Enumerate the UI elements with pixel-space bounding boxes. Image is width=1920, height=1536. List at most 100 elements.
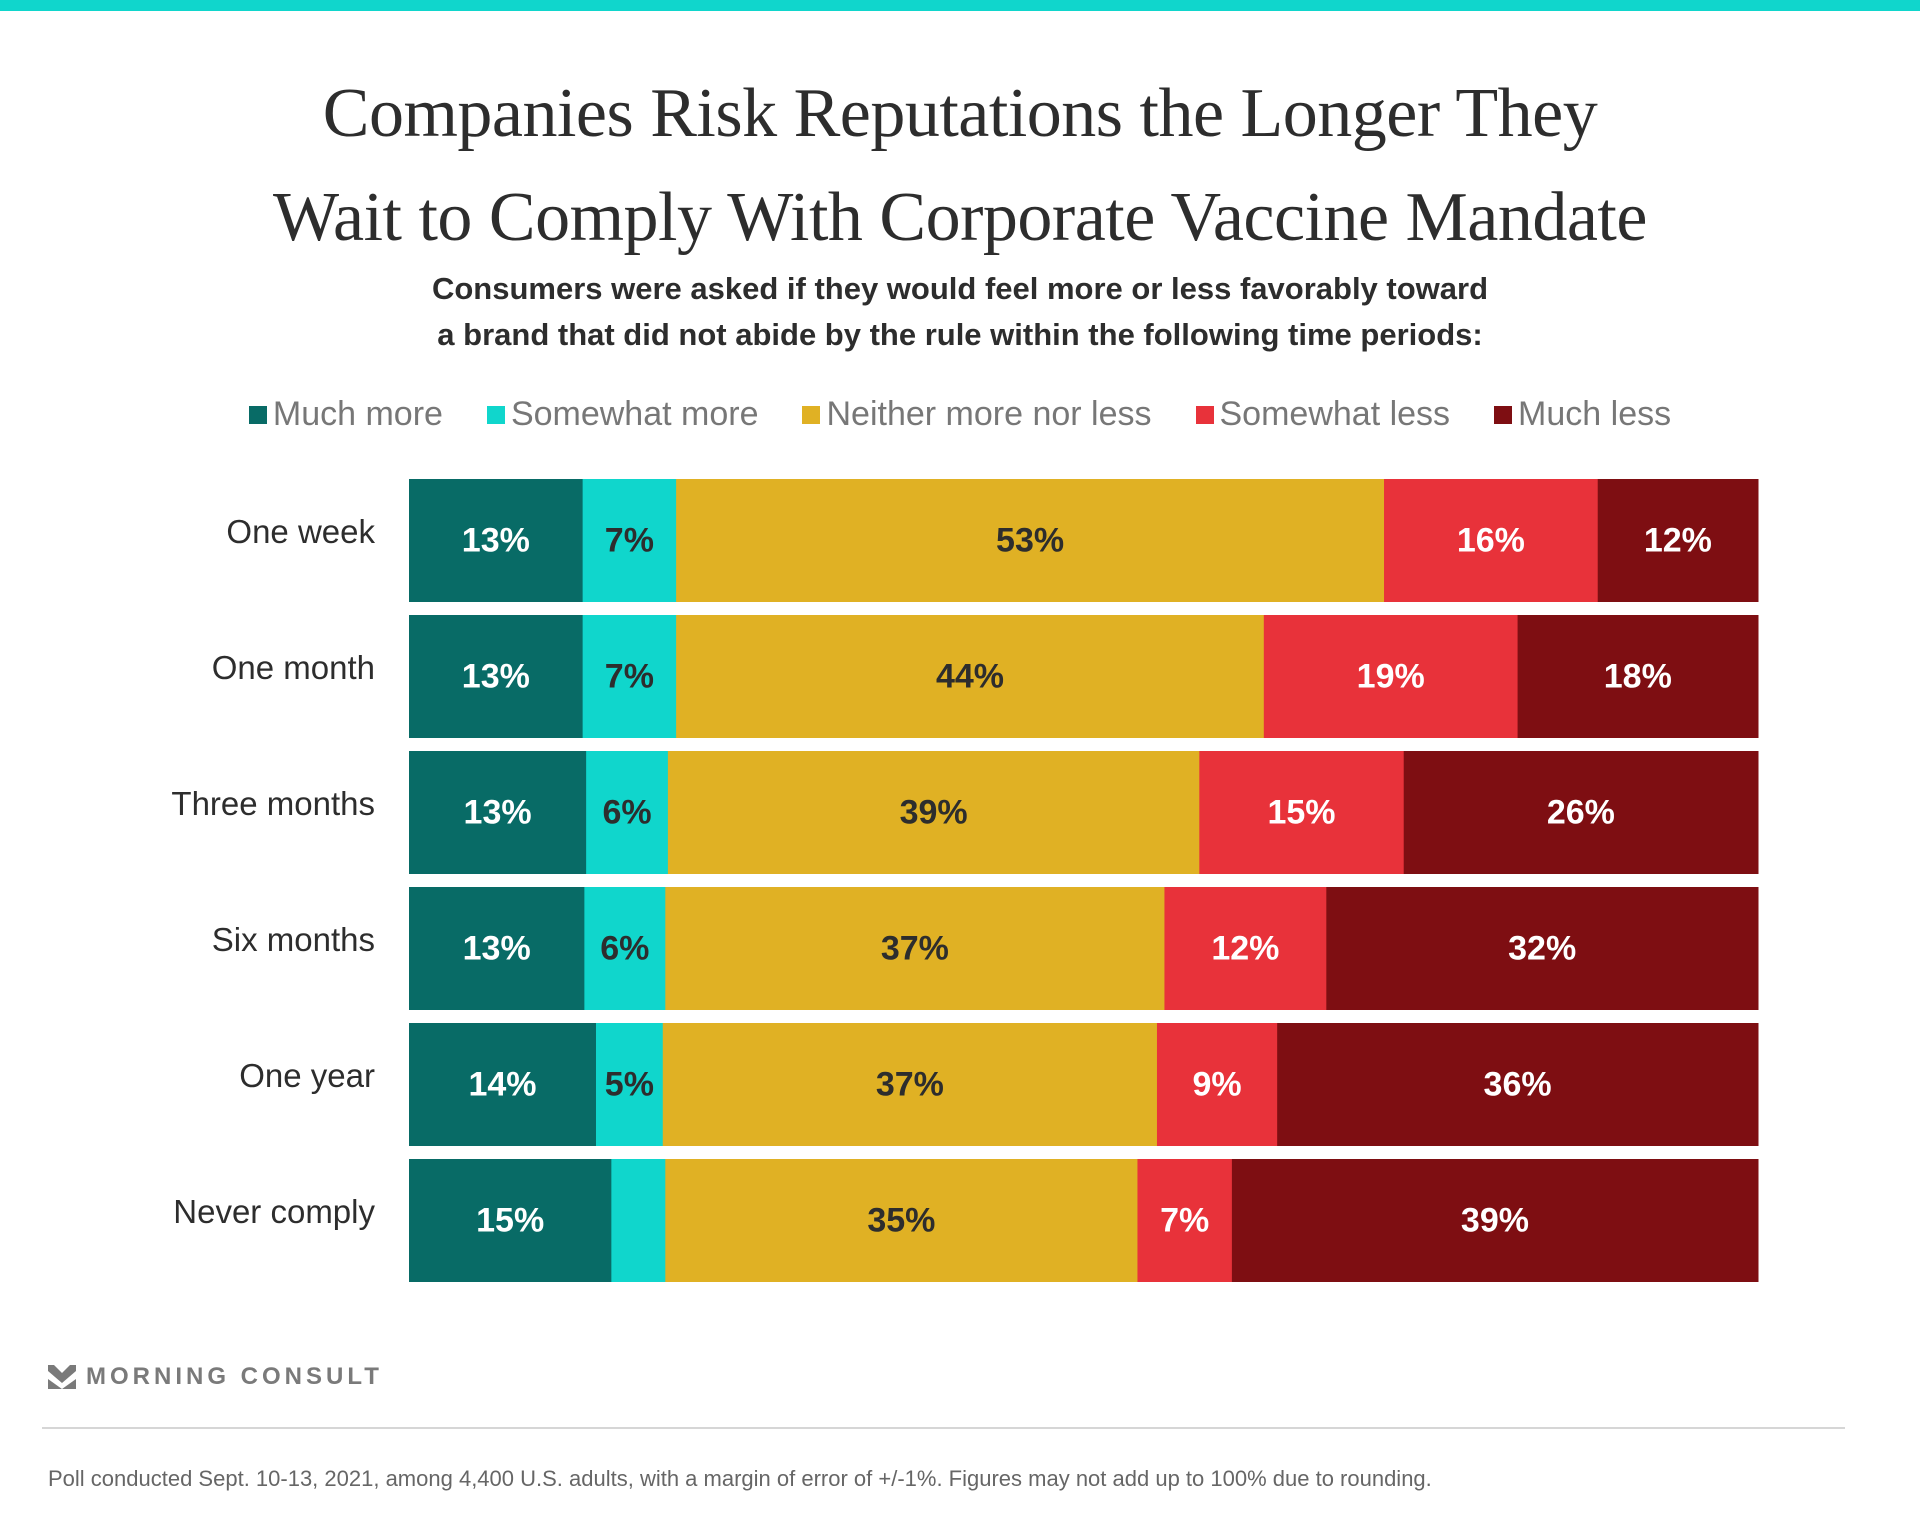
data-label: 9% xyxy=(1192,1065,1241,1103)
bar-segment xyxy=(409,751,587,874)
data-label: 13% xyxy=(462,657,530,695)
chart-subtitle-line-2: a brand that did not abide by the rule w… xyxy=(437,317,1483,352)
legend-item-much-more: Much more xyxy=(248,395,443,434)
data-label: 39% xyxy=(1461,1201,1529,1239)
data-label: 53% xyxy=(996,521,1064,559)
data-label: 15% xyxy=(1267,793,1335,831)
legend-item-somewhat-less: Somewhat less xyxy=(1195,395,1451,434)
bar-segment xyxy=(1156,1023,1278,1146)
bar-segment xyxy=(1326,887,1759,1010)
legend-label: Much less xyxy=(1518,395,1672,433)
bar-segment xyxy=(667,751,1200,874)
chart-subtitle: Consumers were asked if they would feel … xyxy=(0,266,1920,358)
data-label: 7% xyxy=(1160,1201,1209,1239)
data-label: 37% xyxy=(876,1065,944,1103)
data-label: 44% xyxy=(936,657,1004,695)
bar-segment xyxy=(584,887,666,1010)
category-label: Six months xyxy=(212,921,375,958)
bar-segment xyxy=(582,615,677,738)
data-label: 18% xyxy=(1604,657,1672,695)
category-label: Never comply xyxy=(173,1193,375,1230)
bar-segment xyxy=(665,1159,1138,1282)
data-label: 5% xyxy=(605,1065,654,1103)
morning-consult-logo: MORNING CONSULT xyxy=(48,1363,383,1391)
bar-segment xyxy=(1384,479,1599,602)
legend-label: Somewhat less xyxy=(1219,395,1451,433)
category-label: Three months xyxy=(171,785,375,822)
bar-segment xyxy=(586,751,669,874)
data-label: 26% xyxy=(1547,793,1615,831)
data-label: 19% xyxy=(1357,657,1425,695)
data-label: 6% xyxy=(602,793,651,831)
bar-segment xyxy=(409,479,584,602)
chart-legend: Much more Somewhat more Neither more nor… xyxy=(0,395,1920,434)
bar-segment xyxy=(409,1159,612,1282)
footnote: Poll conducted Sept. 10-13, 2021, among … xyxy=(48,1466,1432,1491)
legend-swatch xyxy=(802,405,821,424)
bar-segment xyxy=(665,887,1165,1010)
data-label: 13% xyxy=(464,793,532,831)
bar-segment xyxy=(409,1023,597,1146)
category-label: One month xyxy=(212,649,375,686)
legend-item-much-less: Much less xyxy=(1494,395,1671,434)
bar-segment xyxy=(1597,479,1759,602)
bar-segment xyxy=(1263,615,1519,738)
data-label: 37% xyxy=(881,929,949,967)
data-label: 35% xyxy=(867,1201,935,1239)
data-label: 7% xyxy=(605,521,654,559)
bar-segment xyxy=(409,615,584,738)
data-label: 36% xyxy=(1484,1065,1552,1103)
bar-row: One week 13% 7% 53% 16% 12% xyxy=(226,479,1759,602)
data-label: 13% xyxy=(462,521,530,559)
legend-swatch xyxy=(248,405,267,424)
legend-swatch xyxy=(486,405,505,424)
bar-segment xyxy=(1199,751,1405,874)
data-label: 12% xyxy=(1211,929,1279,967)
bar-segment xyxy=(582,479,677,602)
data-label: 12% xyxy=(1644,521,1712,559)
category-label: One week xyxy=(226,513,375,550)
bar-segment xyxy=(1277,1023,1759,1146)
bar-segment xyxy=(676,615,1265,738)
bar-segment xyxy=(662,1023,1158,1146)
data-label: 15% xyxy=(476,1201,544,1239)
data-label: 32% xyxy=(1508,929,1576,967)
bar-segment xyxy=(1231,1159,1759,1282)
legend-label: Much more xyxy=(272,395,443,433)
data-label: 14% xyxy=(468,1065,536,1103)
data-label: 13% xyxy=(463,929,531,967)
legend-label: Neither more nor less xyxy=(826,395,1152,433)
bar-row: Never comply 15% 35% 7% 39% xyxy=(173,1159,1759,1282)
legend-item-somewhat-more: Somewhat more xyxy=(486,395,759,434)
bar-row: One month 13% 7% 44% 19% 18% xyxy=(212,615,1759,738)
logo-text: MORNING CONSULT xyxy=(86,1363,383,1390)
chevron-down-icon xyxy=(48,1365,76,1389)
legend-item-neither: Neither more nor less xyxy=(802,395,1152,434)
data-label: 7% xyxy=(605,657,654,695)
bar-segment xyxy=(611,1159,666,1282)
legend-swatch xyxy=(1195,405,1214,424)
bar-row: One year 14% 5% 37% 9% 36% xyxy=(239,1023,1759,1146)
legend-label: Somewhat more xyxy=(510,395,759,433)
bar-row: Six months 13% 6% 37% 12% 32% xyxy=(212,887,1759,1010)
top-accent-bar xyxy=(0,0,1920,11)
chart-title-line-2: Wait to Comply With Corporate Vaccine Ma… xyxy=(273,179,1647,256)
bar-segment xyxy=(1403,751,1759,874)
bar-row: Three months 13% 6% 39% 15% 26% xyxy=(171,751,1759,874)
bar-segment xyxy=(1137,1159,1233,1282)
bar-segment xyxy=(1164,887,1327,1010)
bar-segment xyxy=(409,887,585,1010)
chart-subtitle-line-1: Consumers were asked if they would feel … xyxy=(431,271,1489,306)
footer-divider xyxy=(42,1427,1845,1429)
data-label: 6% xyxy=(600,929,649,967)
chart-title-line-1: Companies Risk Reputations the Longer Th… xyxy=(322,75,1598,152)
data-label: 16% xyxy=(1457,521,1525,559)
bar-segment xyxy=(1517,615,1759,738)
bar-segment xyxy=(676,479,1385,602)
bar-segment xyxy=(595,1023,664,1146)
legend-swatch xyxy=(1494,405,1513,424)
category-label: One year xyxy=(239,1057,375,1094)
data-label: 39% xyxy=(900,793,968,831)
chart-title: Companies Risk Reputations the Longer Th… xyxy=(0,62,1920,270)
